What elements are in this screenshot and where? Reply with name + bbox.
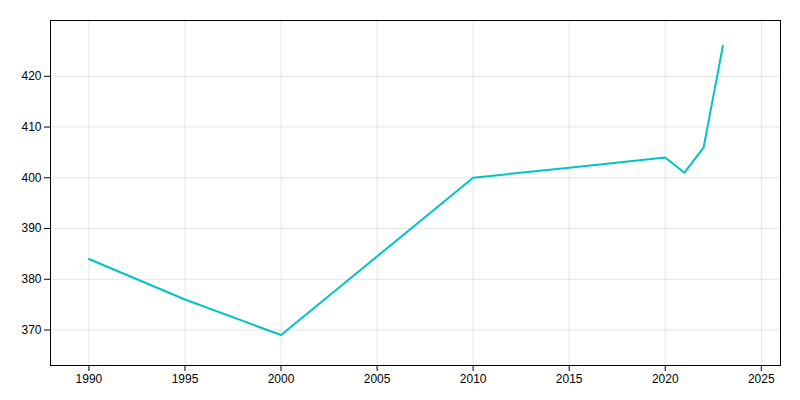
svg-text:2000: 2000 bbox=[268, 372, 295, 386]
svg-text:1995: 1995 bbox=[172, 372, 199, 386]
svg-text:2020: 2020 bbox=[652, 372, 679, 386]
svg-text:2015: 2015 bbox=[556, 372, 583, 386]
svg-text:370: 370 bbox=[21, 323, 41, 337]
svg-text:380: 380 bbox=[21, 272, 41, 286]
svg-text:410: 410 bbox=[21, 120, 41, 134]
svg-text:2025: 2025 bbox=[748, 372, 775, 386]
svg-text:2005: 2005 bbox=[364, 372, 391, 386]
svg-text:400: 400 bbox=[21, 171, 41, 185]
svg-text:1990: 1990 bbox=[76, 372, 103, 386]
svg-text:2010: 2010 bbox=[460, 372, 487, 386]
svg-text:390: 390 bbox=[21, 221, 41, 235]
svg-text:420: 420 bbox=[21, 69, 41, 83]
